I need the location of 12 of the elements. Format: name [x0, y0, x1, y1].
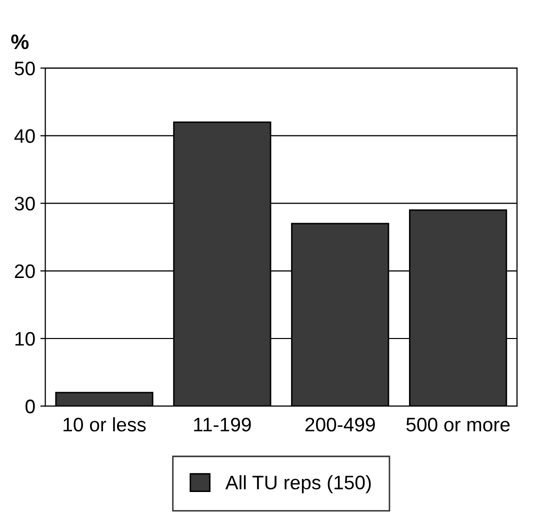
y-axis-title: %	[11, 34, 29, 50]
y-tick-label: 20	[14, 264, 35, 278]
x-tick-label: 500 or more	[406, 418, 510, 432]
x-tick-label: 200-499	[305, 418, 375, 432]
x-tick-label: 10 or less	[64, 417, 146, 432]
y-tick-label: 0	[26, 400, 35, 414]
y-tick-label: 10	[15, 332, 35, 346]
y-tick-label: 30	[14, 196, 35, 211]
legend-label: All TU reps (150)	[225, 475, 371, 494]
x-tick-label: 11-199	[194, 418, 251, 432]
y-tick-label: 50	[14, 62, 35, 76]
y-tick-label: 40	[14, 129, 35, 143]
